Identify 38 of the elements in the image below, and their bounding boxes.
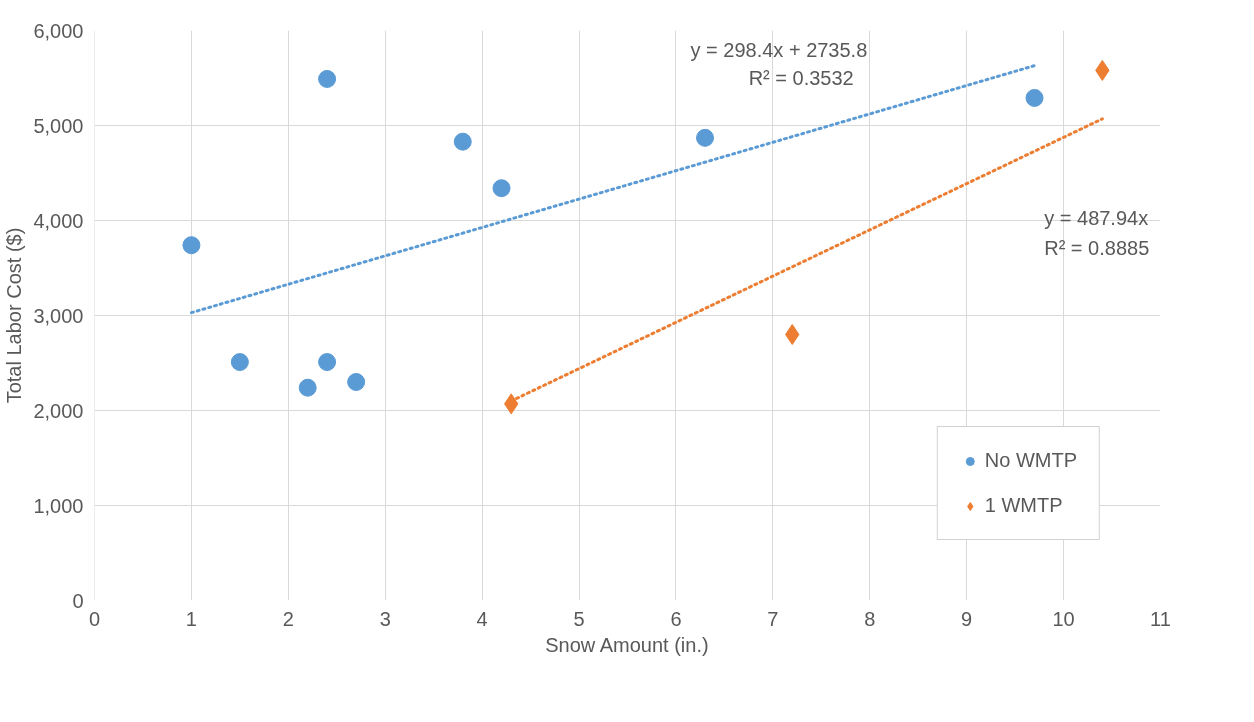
x-tick-label: 0 [88,607,101,630]
point [298,378,317,397]
y-tick-label: 1,000 [33,494,84,517]
x-tick-label: 7 [767,607,779,630]
annotation: y = 487.94x [1044,206,1149,229]
x-tick-label: 1 [185,607,197,630]
point [453,132,472,151]
y-tick-label: 5,000 [33,114,84,137]
x-tick-label: 9 [961,607,973,630]
point [318,353,337,372]
x-tick-label: 4 [476,607,488,630]
x-tick-label: 10 [1052,607,1075,630]
x-tick-label: 2 [282,607,294,630]
y-tick-label: 6,000 [33,19,84,42]
y-tick-label: 4,000 [33,209,84,232]
legend-label: No WMTP [984,449,1077,472]
y-tick-label: 2,000 [33,399,84,422]
x-tick-label: 5 [573,607,585,630]
point [182,236,201,255]
y-tick-label: 0 [72,589,84,612]
point [318,69,337,88]
point [696,128,715,147]
x-axis-title: Snow Amount (in.) [545,633,709,656]
legend-label: 1 WMTP [984,494,1063,517]
annotation: y = 298.4x + 2735.8 [690,38,868,61]
point [785,324,800,345]
x-tick-label: 6 [670,607,682,630]
point [230,353,249,372]
y-tick-label: 3,000 [33,304,84,327]
x-tick-label: 8 [864,607,876,630]
point [492,179,511,198]
y-axis-title: Total Labor Cost ($) [3,227,26,404]
annotation: R² = 0.3532 [748,66,854,89]
point [347,373,366,391]
annotation: R² = 0.8885 [1044,236,1150,259]
x-tick-label: 11 [1150,607,1171,630]
point [1025,88,1044,107]
x-tick-label: 3 [379,607,391,630]
